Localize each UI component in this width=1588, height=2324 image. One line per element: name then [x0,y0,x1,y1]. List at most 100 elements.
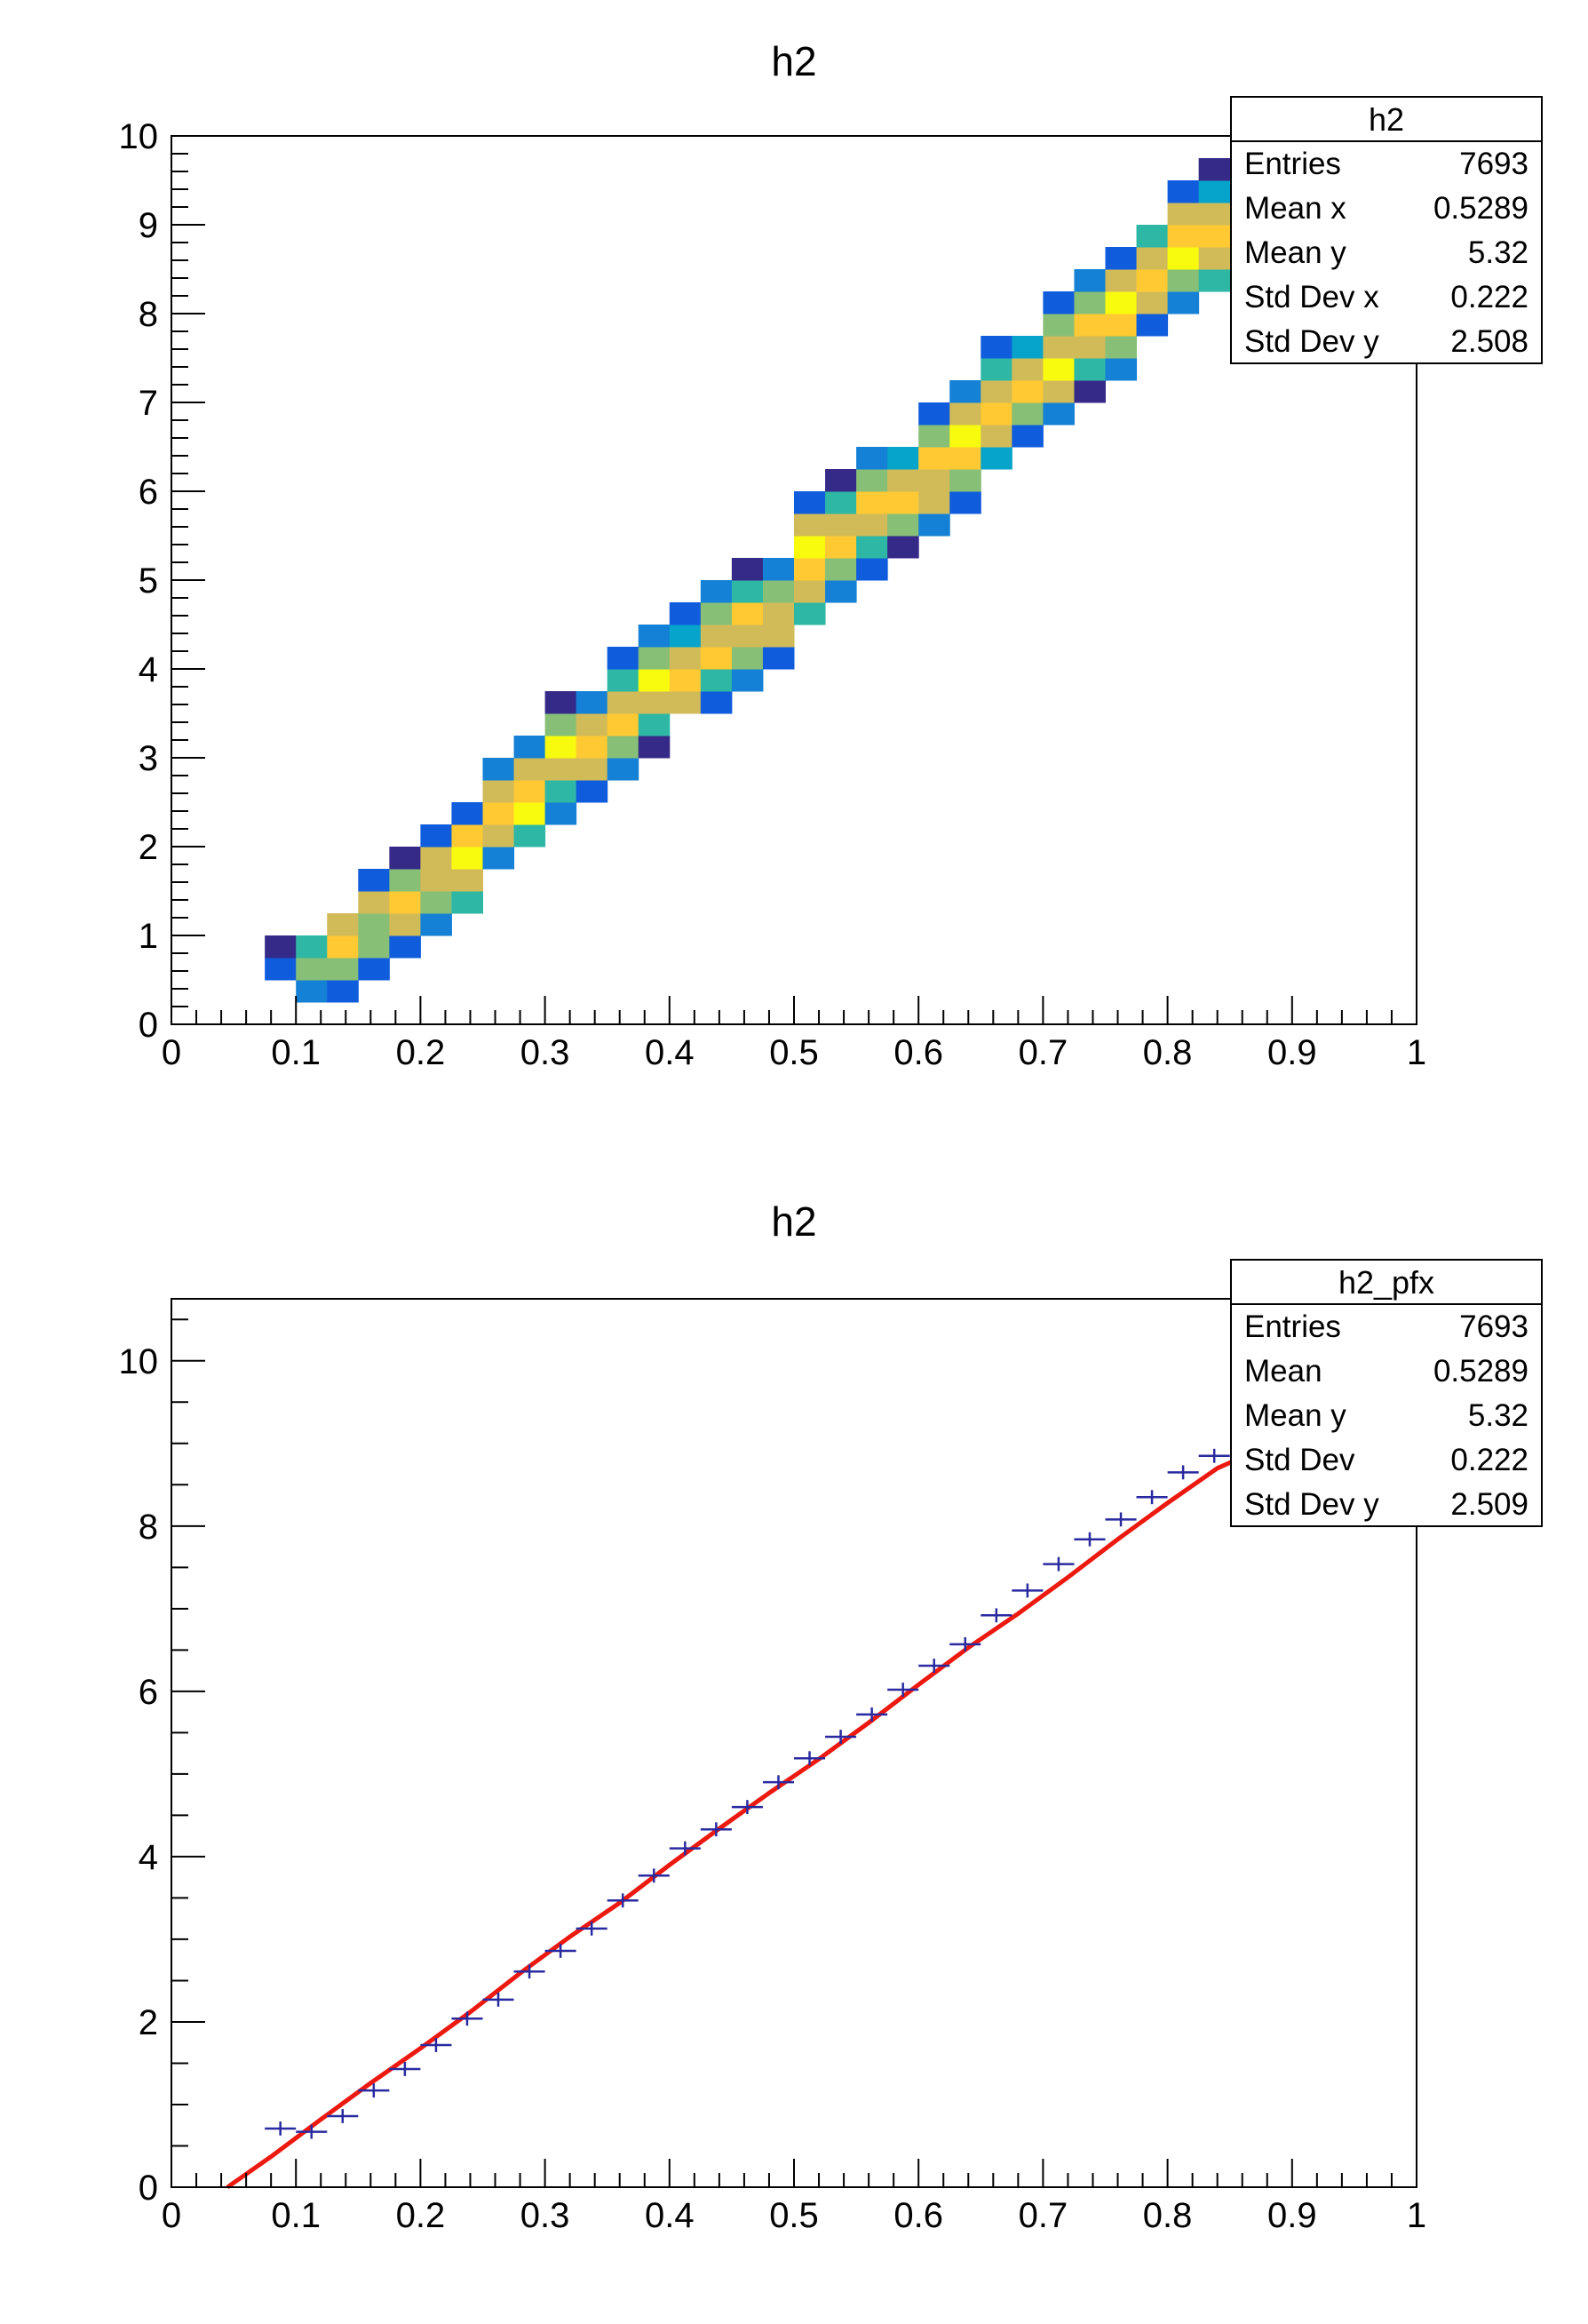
heatmap-cell [638,736,671,759]
heatmap-cell [887,447,919,470]
stats-row: Std Dev y 2.508 [1232,320,1541,364]
heatmap-cell [638,669,671,692]
heatmap-cell [358,958,390,981]
heatmap-cell [265,958,297,981]
heatmap-cell [389,847,421,870]
heatmap-cell [1012,336,1044,359]
heatmap-cell [544,736,577,759]
top-y-tick-label: 6 [139,473,158,512]
heatmap-cell [856,469,888,492]
stats-row: Mean y 5.32 [1232,231,1541,275]
heatmap-cell [544,802,577,825]
heatmap-cell [451,847,483,870]
heatmap-cell [1105,336,1138,359]
heatmap-cell [887,469,919,492]
top-y-tick-label: 4 [139,650,158,689]
stat-value: 0.5289 [1433,191,1528,226]
stats-row: Mean 0.5289 [1232,1349,1541,1394]
heatmap-cell [451,824,483,848]
stat-value: 2.508 [1450,324,1528,359]
heatmap-cell [794,580,826,603]
heatmap-cell [1043,358,1075,381]
heatmap-cell [918,513,950,537]
top-x-tick-label: 1 [1407,1033,1426,1072]
heatmap-cell [700,602,733,625]
heatmap-cell [482,824,515,848]
bottom-stats-title: h2_pfx [1232,1261,1541,1305]
heatmap-cell [1043,336,1075,359]
heatmap-cell [1136,291,1169,314]
heatmap-cell [1012,425,1044,448]
stats-row: Entries 7693 [1232,142,1541,187]
heatmap-cell [1105,358,1138,381]
top-y-tick-label: 3 [139,739,158,778]
heatmap-cell [607,647,639,670]
stats-row: Mean y 5.32 [1232,1394,1541,1438]
heatmap-cell [389,935,421,959]
heatmap-cell [794,491,826,514]
heatmap-cell [669,625,702,648]
heatmap-cell [731,558,764,581]
top-x-tick-label: 0.1 [271,1033,321,1072]
heatmap-cell [482,847,515,870]
heatmap-cell [576,691,608,714]
heatmap-cell [1136,269,1169,292]
bottom-plot-title: h2 [771,1198,817,1245]
heatmap-cell [607,713,639,736]
top-y-tick-label: 10 [119,117,159,156]
heatmap-cell [513,824,546,848]
bottom-x-tick-label: 1 [1407,2196,1426,2235]
heatmap-cell [981,380,1012,403]
stat-value: 5.32 [1467,1398,1528,1433]
heatmap-cell [1012,358,1044,381]
bottom-x-tick-label: 0.8 [1143,2196,1193,2235]
heatmap-cell [825,469,857,492]
heatmap-cell [1043,402,1075,426]
heatmap-cell [700,647,733,670]
heatmap-cell [731,625,764,648]
heatmap-cell [731,580,764,603]
heatmap-cell [1167,225,1200,248]
heatmap-cell [731,647,764,670]
heatmap-cell [762,558,795,581]
heatmap-cell [1074,380,1106,403]
stats-row: Std Dev y 2.509 [1232,1483,1541,1527]
heatmap-cell [949,491,981,514]
heatmap-cell [607,669,639,692]
heatmap-cell [265,935,297,959]
heatmap-cell [1012,380,1044,403]
heatmap-cell [794,558,826,581]
bottom-y-tick-label: 10 [119,1342,159,1381]
heatmap-cell [1012,402,1044,426]
heatmap-cell [918,447,950,470]
heatmap-cell [918,469,950,492]
bottom-x-tick-label: 0.1 [271,2196,321,2235]
heatmap-cell [856,536,888,559]
stat-label: Std Dev x [1244,280,1379,314]
stat-label: Std Dev y [1244,324,1379,359]
heatmap-cell [700,625,733,648]
stat-label: Entries [1244,1309,1341,1344]
heatmap-cell [918,425,950,448]
heatmap-cell [794,513,826,537]
heatmap-cell [1043,380,1075,403]
bottom-y-tick-label: 8 [139,1508,158,1547]
heatmap-cell [856,491,888,514]
heatmap-cell [856,513,888,537]
heatmap-cell [327,935,359,959]
heatmap-cell [1043,291,1075,314]
heatmap-cell [576,758,608,781]
heatmap-cell [327,980,359,1003]
heatmap-cell [981,425,1012,448]
bottom-stats-box[interactable]: h2_pfx Entries 7693 Mean 0.5289 Mean y 5… [1230,1259,1543,1527]
heatmap-cell [389,913,421,936]
heatmap-cell [576,780,608,803]
bottom-y-tick-label: 6 [139,1673,158,1712]
heatmap-cell [731,602,764,625]
top-stats-box[interactable]: h2 Entries 7693 Mean x 0.5289 Mean y 5.3… [1230,96,1543,364]
heatmap-cell [607,758,639,781]
heatmap-cell [327,913,359,936]
stat-label: Entries [1244,147,1341,181]
